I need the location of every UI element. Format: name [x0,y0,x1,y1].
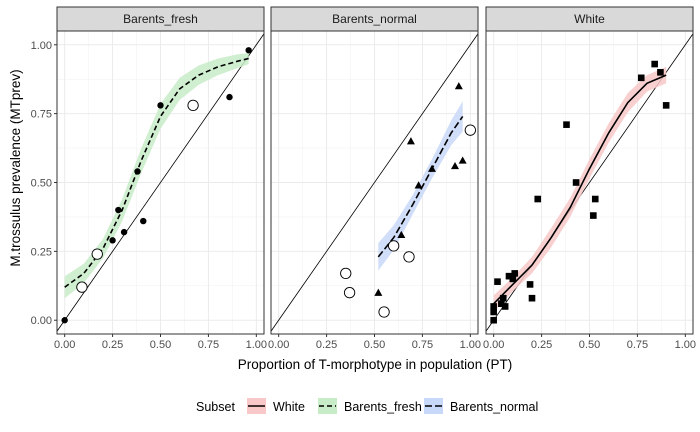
panel-barents-fresh: Barents_fresh 0.00 0.25 0.50 0.75 1.00 0.00 0.2… [31,6,267,351]
data-point [451,161,459,170]
data-point [428,164,436,172]
y-tick-label: 0.25 [31,246,52,258]
data-point [245,47,252,54]
data-point [374,288,383,296]
data-point [534,195,542,203]
panel-border [485,30,694,335]
legend-title: Subset [196,400,235,414]
legend-entry-white: White [247,398,305,414]
data-point [140,217,147,225]
data-point [115,206,122,214]
x-tick-label: 0.25 [316,339,337,351]
data-point [526,281,534,288]
data-point [498,300,505,307]
data-point [590,212,597,219]
facet-strip-label: Barents_normal [332,12,417,26]
legend-label: Barents_fresh [344,400,422,414]
plot-area [271,33,478,332]
data-point [414,181,423,189]
data-point [563,121,570,128]
data-point [109,237,116,244]
x-axis-title: Proportion of T-morphotype in population… [238,357,512,372]
data-point [528,294,536,302]
x-tick-label: 0.75 [412,339,433,351]
open-data-point [76,281,88,293]
y-tick-label: 1.00 [31,40,52,52]
open-data-point [187,99,199,112]
y-tick-label: 0.75 [31,109,52,121]
facet-strip [56,6,265,32]
data-point [134,168,141,175]
x-tick-label: 0.00 [54,339,75,351]
panel-white: White 0.00 0.25 0.50 0.75 1.00 [483,6,696,351]
panel-border [270,30,479,335]
data-point [157,102,164,109]
data-point [572,179,580,186]
open-data-point [340,267,352,280]
y-tick-label: 0.00 [31,315,52,327]
legend-entry-barents-normal: Barents_normal [424,398,538,414]
legend-label: White [273,400,305,414]
data-point [662,102,670,109]
legend-key [424,398,443,414]
data-point [509,275,517,283]
data-point [637,74,645,82]
facet-strip-label: Barents_fresh [123,12,198,26]
data-point [657,69,664,76]
data-point [458,156,467,164]
open-data-point [403,251,415,263]
data-point [511,270,519,277]
data-point [226,93,233,101]
fit-line [493,74,667,305]
y-tick-label: 0.50 [31,178,52,190]
open-data-point [343,287,356,299]
x-tick-label: 0.00 [483,339,504,351]
y-axis-title: M.trossulus prevalence (MTprev) [8,69,23,266]
facet-strip [485,6,694,32]
panel-barents-normal: Barents_normal 0.00 0.25 0.50 0.75 1.00 [268,6,481,351]
data-point [490,308,497,316]
identity-line [271,33,478,332]
legend: Subset White Barents_fresh Barents_normal [196,398,538,414]
plot-area [486,33,693,332]
x-tick-label: 0.25 [531,339,552,351]
open-data-point [91,248,103,260]
confidence-band [64,53,249,299]
data-point [397,230,406,239]
data-point [490,303,497,310]
data-point [490,316,497,324]
x-tick-label: 0.00 [268,339,289,351]
x-tick-label: 0.75 [198,339,219,351]
plot-area [57,33,264,332]
data-point [406,137,415,145]
open-data-point [378,306,390,318]
legend-entry-barents-fresh: Barents_fresh [318,398,422,414]
data-point [501,303,509,310]
data-point [499,294,507,302]
x-tick-label: 0.25 [102,339,123,351]
data-point [120,228,128,236]
panel-border [56,30,265,335]
data-point [651,60,658,68]
open-data-point [464,124,476,136]
x-tick-label: 1.00 [246,339,267,351]
x-tick-label: 0.50 [364,339,385,351]
x-tick-label: 1.00 [675,339,696,351]
data-point [494,278,501,285]
data-point [505,272,513,280]
x-tick-label: 0.75 [627,339,648,351]
data-point [61,317,68,324]
data-point [454,82,463,90]
data-point [591,195,599,203]
facet-strip [270,6,479,32]
open-data-point [388,240,400,252]
x-tick-label: 0.50 [150,339,171,351]
facet-strip-label: White [574,12,605,26]
x-tick-label: 1.00 [460,339,481,351]
legend-label: Barents_normal [450,400,538,414]
x-tick-label: 0.50 [579,339,600,351]
identity-line [57,33,264,332]
